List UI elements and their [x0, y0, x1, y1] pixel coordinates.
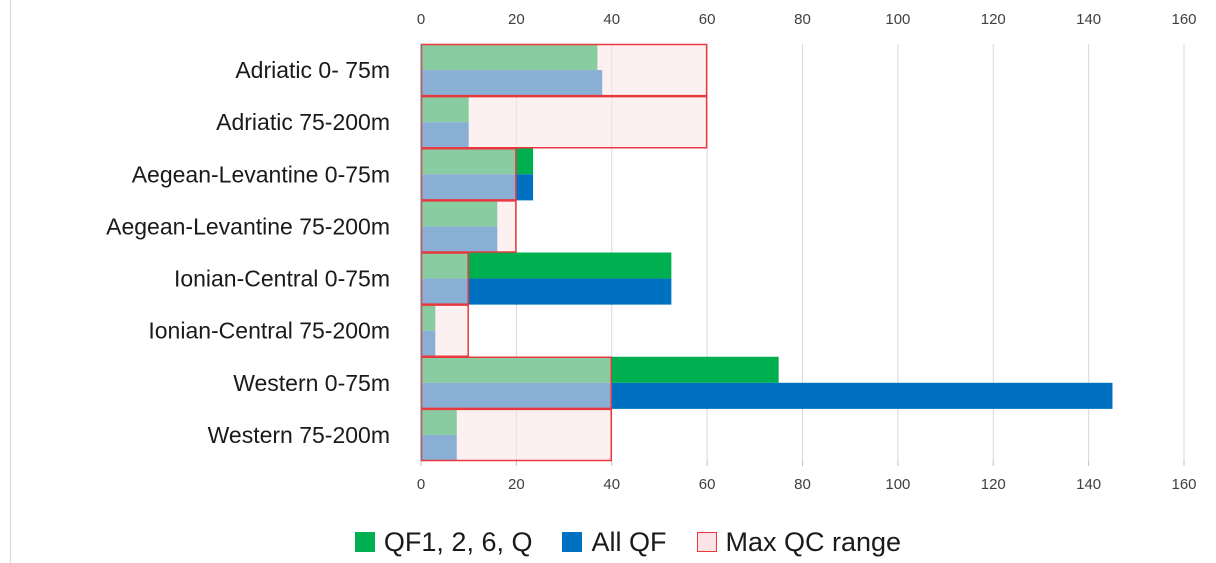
x-tick-label-bottom: 160	[1171, 476, 1196, 493]
legend-swatch-max-qc	[696, 532, 717, 552]
bar-chart: 0 20 40 60 80 100 120 140 160 0 20 40 60 80 100 120 140…	[106, 11, 1197, 493]
legend-item-max-qc: Max QC range	[696, 526, 902, 558]
bar-max-qc-range	[420, 356, 612, 410]
x-tick-label-top: 40	[603, 11, 620, 28]
category-label: Ionian-Central 0-75m	[174, 266, 390, 292]
legend: QF1, 2, 6, Q All QF Max QC range	[0, 522, 1216, 562]
x-tick-label-bottom: 140	[1076, 476, 1101, 493]
legend-swatch-qf	[354, 532, 375, 552]
x-tick-label-bottom: 0	[417, 476, 425, 493]
legend-label-qf: QF1, 2, 6, Q	[383, 526, 533, 557]
x-tick-label-top: 0	[417, 11, 425, 28]
bar-max-qc-range	[420, 252, 469, 305]
category-label: Aegean-Levantine 0-75m	[132, 161, 390, 187]
category-label: Aegean-Levantine 75-200m	[106, 213, 390, 239]
panel-edge-rule	[10, 0, 11, 563]
x-tick-label-bottom: 20	[508, 476, 525, 493]
category-label: Western 0-75m	[233, 370, 390, 396]
bar-max-qc-range	[420, 148, 517, 201]
x-tick-label-bottom: 60	[699, 476, 716, 493]
legend-item-all-qf: All QF	[562, 526, 667, 558]
top-tick-labels: 0 20 40 60 80 100 120 140 160	[417, 11, 1197, 28]
legend-label-all-qf: All QF	[591, 526, 667, 557]
x-tick-label-bottom: 120	[981, 476, 1006, 493]
x-tick-label-top: 20	[508, 11, 525, 28]
bottom-tick-labels: 0 20 40 60 80 100 120 140 160	[417, 476, 1197, 493]
bar-max-qc-range	[420, 200, 517, 253]
x-tick-label-bottom: 40	[603, 476, 620, 493]
x-tick-label-top: 100	[885, 11, 910, 28]
category-label: Adriatic 0- 75m	[235, 57, 390, 83]
bar-max-qc-range	[420, 95, 708, 149]
x-tick-label-top: 80	[794, 11, 811, 28]
bar-max-qc-range	[420, 304, 469, 357]
bars	[420, 43, 1113, 462]
category-label: Ionian-Central 75-200m	[148, 318, 390, 344]
x-tick-label-bottom: 100	[885, 476, 910, 493]
bar-max-qc-range	[420, 408, 612, 462]
legend-swatch-all-qf	[562, 532, 583, 552]
x-tick-label-bottom: 80	[794, 476, 811, 493]
legend-item-qf: QF1, 2, 6, Q	[354, 526, 533, 558]
x-tick-label-top: 60	[699, 11, 716, 28]
x-tick-label-top: 140	[1076, 11, 1101, 28]
legend-label-max-qc: Max QC range	[725, 526, 902, 557]
x-tick-label-top: 160	[1171, 11, 1196, 28]
bar-max-qc-range	[420, 43, 708, 97]
category-labels: Adriatic 0- 75m Adriatic 75-200m Aegean-Le…	[106, 57, 390, 448]
x-tick-label-top: 120	[981, 11, 1006, 28]
category-label: Adriatic 75-200m	[216, 109, 390, 135]
category-label: Western 75-200m	[208, 422, 390, 448]
